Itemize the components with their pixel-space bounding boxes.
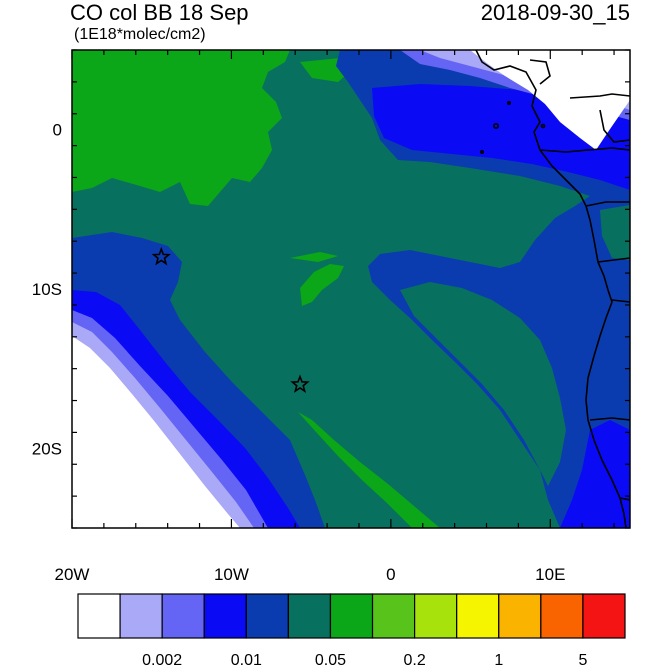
colorbar-label: 5 xyxy=(578,652,587,667)
colorbar-cell xyxy=(161,593,205,639)
border-2 xyxy=(539,147,630,153)
colorbar xyxy=(77,593,626,639)
x-tick-label: 20W xyxy=(55,565,90,584)
y-tick-label: 20S xyxy=(32,439,62,458)
x-tick-label: 0 xyxy=(386,565,395,584)
map-title: CO col BB 18 Sep xyxy=(70,0,249,25)
island-4 xyxy=(540,123,546,129)
map-timestamp: 2018-09-30_15 xyxy=(480,0,630,25)
island-3 xyxy=(506,101,511,106)
y-tick-label: 10S xyxy=(32,280,62,299)
colorbar-label: 0.01 xyxy=(231,652,262,667)
colorbar-cell xyxy=(498,593,542,639)
co-field xyxy=(72,50,630,528)
field-teal-east-1 xyxy=(400,282,566,486)
border-7 xyxy=(619,497,630,501)
field-green-streak-center xyxy=(300,264,344,306)
colorbar-cell xyxy=(371,593,416,639)
field-green-dash-center xyxy=(290,252,338,262)
colorbar-cell xyxy=(77,593,121,639)
border-4 xyxy=(597,257,630,263)
star-marker xyxy=(151,246,172,266)
star-marker xyxy=(290,374,310,393)
colorbar-labels: 0.002 0.01 0.05 0.2 1 5 xyxy=(142,652,587,667)
map-units: (1E18*molec/cm2) xyxy=(74,26,206,43)
field-white-north xyxy=(470,50,630,150)
colorbar-label: 1 xyxy=(494,652,503,667)
coastline-africa xyxy=(475,50,627,528)
colorbar-cell xyxy=(119,593,163,639)
border-1 xyxy=(569,93,630,99)
colorbar-cell xyxy=(540,593,584,639)
colorbar-cell xyxy=(582,593,626,639)
field-teal-east-2 xyxy=(600,205,630,260)
colorbar-cell xyxy=(203,593,247,639)
colorbar-label: 0.2 xyxy=(403,652,425,667)
site-markers xyxy=(151,246,310,393)
colorbar-cell xyxy=(414,593,458,639)
y-axis-labels: 0 10S 20S xyxy=(32,121,62,459)
x-tick-label: 10E xyxy=(535,565,565,584)
x-tick-label: 10W xyxy=(214,565,249,584)
border-5 xyxy=(611,299,630,303)
field-white-west xyxy=(72,336,240,528)
border-3 xyxy=(585,201,630,207)
y-tick-label: 0 xyxy=(53,121,62,140)
plot-frame xyxy=(71,49,631,529)
coastline xyxy=(475,50,630,528)
colorbar-label: 0.002 xyxy=(142,652,182,667)
colorbar-cell xyxy=(245,593,289,639)
island-1 xyxy=(492,123,499,130)
axis-ticks xyxy=(71,49,630,529)
x-axis-labels: 20W 10W 0 10E xyxy=(55,565,566,584)
colorbar-cell xyxy=(329,593,374,639)
colorbar-cell xyxy=(456,593,500,639)
border-9 xyxy=(599,109,630,143)
island-2 xyxy=(479,150,484,155)
colorbar-label: 0.05 xyxy=(315,652,346,667)
border-6 xyxy=(589,417,630,421)
field-green-streak-south xyxy=(298,412,440,528)
border-8 xyxy=(529,59,551,85)
field-blue-east-coast xyxy=(560,420,630,528)
field-green-north xyxy=(72,50,290,206)
colorbar-cell xyxy=(287,593,332,639)
